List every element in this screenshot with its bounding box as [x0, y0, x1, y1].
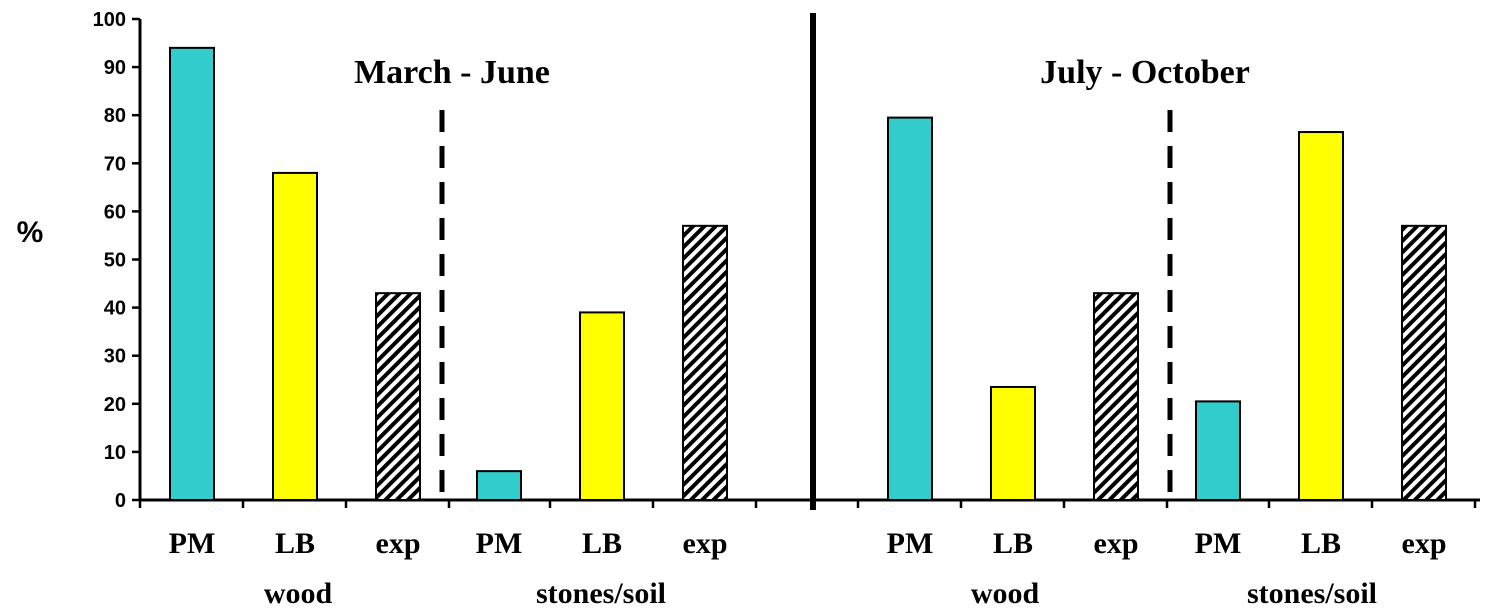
- labels: 0 10 20 30 40 50 60 70 80 90 100 March - June wood PM…: [93, 9, 1447, 610]
- group-label: wood: [264, 577, 333, 610]
- category-label: LB: [993, 527, 1033, 560]
- bar-lb: [990, 385, 1036, 501]
- y-tick-label: 70: [104, 153, 126, 175]
- category-label: PM: [887, 527, 934, 560]
- y-tick-label: 40: [104, 298, 126, 320]
- bars: [169, 46, 1447, 502]
- bar-exp: [1093, 292, 1139, 502]
- y-tick-label: 50: [104, 250, 126, 272]
- bar-exp: [682, 224, 728, 502]
- category-label: exp: [1094, 527, 1139, 560]
- y-tick-label: 60: [104, 201, 126, 223]
- y-tick-label: 20: [104, 394, 126, 416]
- group-label: stones/soil: [536, 577, 666, 610]
- bar-exp: [1401, 224, 1447, 502]
- category-label: LB: [582, 527, 622, 560]
- y-tick-label: 30: [104, 346, 126, 368]
- category-label: PM: [1195, 527, 1242, 560]
- bar-lb: [272, 171, 318, 501]
- y-tick-label: 90: [104, 57, 126, 79]
- y-axis-label: %: [17, 216, 44, 249]
- bar-pm: [887, 116, 933, 501]
- bar-lb: [1298, 131, 1344, 501]
- period-label: July - October: [1040, 54, 1250, 91]
- axes: [132, 13, 1480, 510]
- y-tick-label: 100: [93, 9, 126, 31]
- y-tick-label: 10: [104, 442, 126, 464]
- category-label: exp: [683, 527, 728, 560]
- category-label: exp: [1402, 527, 1447, 560]
- bar-pm: [169, 46, 215, 502]
- period-label: March - June: [354, 54, 550, 91]
- group-label: wood: [971, 577, 1040, 610]
- category-label: PM: [169, 527, 216, 560]
- bar-pm: [476, 470, 522, 502]
- y-tick-label: 80: [104, 105, 126, 127]
- category-label: PM: [476, 527, 523, 560]
- y-tick-label: 0: [115, 490, 126, 512]
- category-label: LB: [275, 527, 315, 560]
- bar-exp: [375, 292, 421, 502]
- category-label: LB: [1301, 527, 1341, 560]
- category-label: exp: [376, 527, 421, 560]
- bar-lb: [579, 311, 625, 501]
- group-label: stones/soil: [1247, 577, 1377, 610]
- bar-pm: [1195, 400, 1241, 501]
